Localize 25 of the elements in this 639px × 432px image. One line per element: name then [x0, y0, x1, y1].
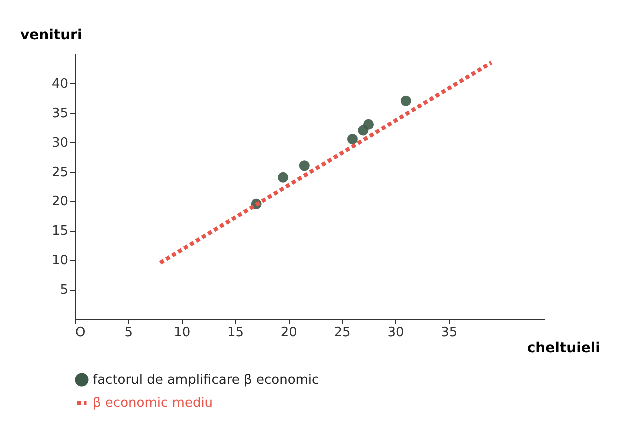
- x-tick-label: O: [76, 326, 86, 340]
- y-axis-title: venituri: [20, 28, 82, 44]
- y-tick-label: 30: [52, 136, 68, 151]
- y-tick-label: 25: [52, 165, 68, 180]
- y-tick-label: 40: [52, 76, 68, 92]
- x-tick-label: 25: [334, 326, 351, 340]
- x-axis-title: cheltuieli: [527, 340, 600, 356]
- x-tick-label: 15: [227, 326, 244, 340]
- point: [364, 119, 374, 130]
- legend-label: factorul de amplificare β economic: [93, 373, 320, 388]
- point: [299, 160, 310, 172]
- y-tick-label: 10: [52, 254, 68, 269]
- point: [400, 96, 412, 106]
- x-tick-label: 10: [174, 326, 191, 340]
- y-tick-label: 5: [60, 283, 68, 298]
- point: [347, 134, 358, 145]
- y-tick-label: 20: [52, 194, 68, 210]
- x-tick-label: 35: [441, 326, 458, 340]
- y-tick-label: 15: [52, 224, 68, 240]
- legend-label: β economic mediu: [93, 396, 214, 411]
- y-tick-label: 35: [52, 106, 68, 122]
- x-tick-label: 5: [124, 326, 134, 340]
- x-tick-label: 20: [280, 326, 298, 340]
- point: [278, 172, 289, 183]
- x-tick-label: 30: [388, 326, 404, 340]
